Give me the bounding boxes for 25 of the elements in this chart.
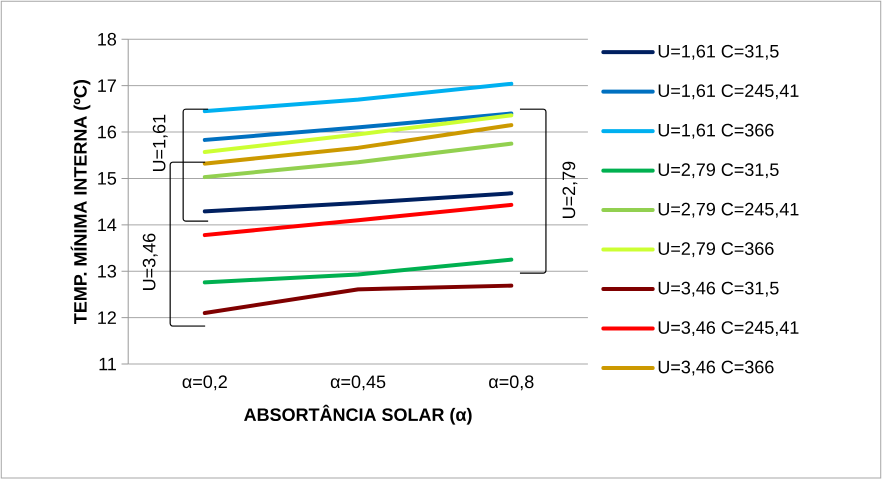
annotation: U=2,79 bbox=[562, 162, 578, 218]
legend-label: U=2,79 C=366 bbox=[658, 242, 774, 257]
legend-label: U=2,79 C=31,5 bbox=[658, 163, 779, 178]
legend-label: U=3,46 C=366 bbox=[658, 360, 774, 376]
legend-label: U=3,46 C=245,41 bbox=[658, 321, 798, 336]
x-tick-label: α=0,8 bbox=[489, 375, 534, 390]
x-tick-label: α=0,45 bbox=[330, 375, 386, 390]
annotation: U=1,61 bbox=[152, 114, 168, 171]
legend-label: U=2,79 C=245,41 bbox=[658, 202, 798, 218]
y-axis-title: TEMP. MÍNIMA INTERNA (ºC) bbox=[70, 80, 90, 324]
legend-label: U=1,61 C=245,41 bbox=[658, 84, 798, 100]
y-tick-label: 13 bbox=[98, 264, 116, 278]
y-tick-label: 17 bbox=[98, 79, 116, 92]
legend-label: U=1,61 C=31,5 bbox=[658, 44, 779, 60]
x-axis-title: ABSORTÂNCIA SOLAR (α) bbox=[244, 404, 472, 425]
y-tick-label: 16 bbox=[98, 126, 116, 138]
x-tick-label: α=0,2 bbox=[182, 375, 227, 390]
y-tick-label: 14 bbox=[98, 218, 116, 231]
annotation: U=3,46 bbox=[142, 234, 158, 290]
y-tick-label: 11 bbox=[100, 358, 116, 370]
y-tick-label: 12 bbox=[98, 311, 116, 324]
y-tick-label: 15 bbox=[98, 172, 116, 185]
legend-label: U=1,61 C=366 bbox=[658, 124, 774, 139]
y-tick-label: 18 bbox=[98, 32, 116, 46]
legend-label: U=3,46 C=31,5 bbox=[658, 282, 779, 296]
